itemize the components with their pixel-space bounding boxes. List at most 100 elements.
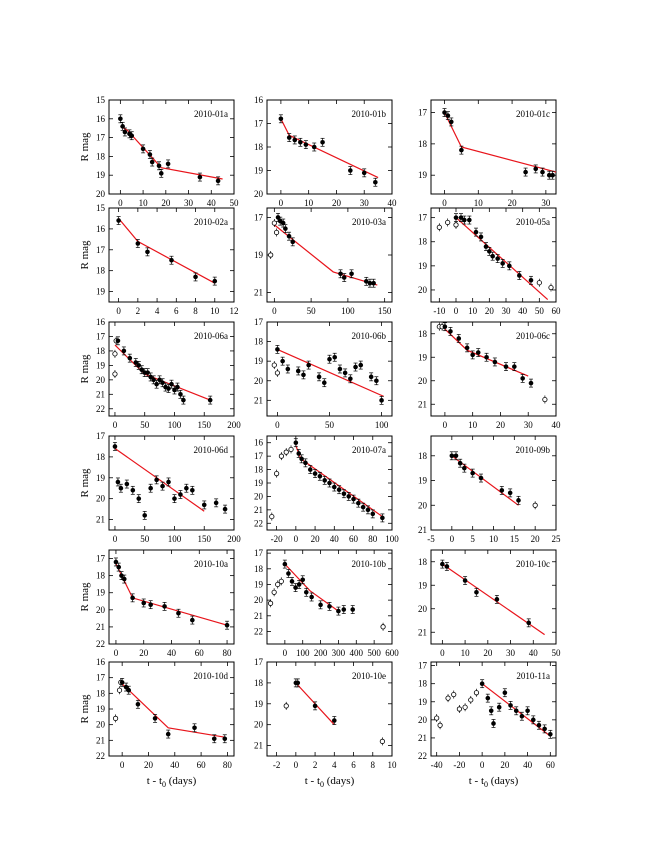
y-tick-label: 19 bbox=[418, 352, 428, 362]
y-tick-label: 21 bbox=[96, 515, 105, 525]
data-point bbox=[289, 579, 295, 584]
x-tick-label: 10 bbox=[210, 306, 220, 316]
x-tick-label: 10 bbox=[461, 648, 471, 658]
x-tick-label: 6 bbox=[174, 306, 179, 316]
panel-title: 2010-01b bbox=[352, 109, 387, 119]
x-tick-label: -20 bbox=[271, 534, 283, 544]
y-tick-label: 17 bbox=[254, 317, 264, 327]
x-tick-label: 30 bbox=[360, 198, 370, 208]
y-tick-label: 22 bbox=[96, 751, 105, 761]
data-point bbox=[127, 355, 133, 361]
x-tick-label: -20 bbox=[453, 760, 465, 770]
data-point bbox=[300, 577, 306, 583]
open-point bbox=[269, 513, 275, 520]
x-tick-label: 8 bbox=[193, 306, 198, 316]
y-tick-label: 20 bbox=[418, 376, 428, 386]
data-point bbox=[492, 359, 498, 365]
x-tick-label: 20 bbox=[500, 760, 510, 770]
data-point bbox=[528, 278, 534, 283]
x-tick-label: 40 bbox=[552, 420, 562, 430]
panel-title: 2010-05a bbox=[516, 217, 550, 227]
data-point bbox=[293, 440, 299, 446]
panel-title: 2010-01c bbox=[516, 109, 550, 119]
panel-title: 2010-10a bbox=[194, 559, 228, 569]
y-tick-label: 17 bbox=[418, 661, 428, 671]
fit-line bbox=[274, 224, 378, 286]
x-tick-label: 100 bbox=[296, 648, 310, 658]
data-point bbox=[353, 364, 358, 370]
data-point bbox=[154, 381, 159, 387]
data-point bbox=[115, 338, 121, 344]
y-tick-label: 21 bbox=[96, 389, 105, 399]
panel-title: 2010-09b bbox=[516, 445, 551, 455]
data-point bbox=[160, 483, 165, 489]
fit-line bbox=[455, 217, 549, 301]
data-point bbox=[120, 124, 125, 129]
x-tick-label: 0 bbox=[294, 760, 299, 770]
x-tick-label: 0 bbox=[480, 760, 485, 770]
panel-frame bbox=[108, 321, 235, 417]
y-tick-label: 18 bbox=[96, 266, 106, 276]
data-point bbox=[295, 680, 301, 686]
data-point bbox=[490, 253, 495, 259]
data-point bbox=[336, 608, 341, 614]
x-tick-label: 80 bbox=[223, 760, 233, 770]
data-point bbox=[190, 617, 195, 623]
y-tick-label: 16 bbox=[254, 95, 264, 105]
data-point bbox=[147, 152, 153, 157]
open-point bbox=[548, 284, 554, 291]
data-point bbox=[484, 354, 489, 360]
open-point bbox=[473, 690, 480, 696]
x-tick-label: 600 bbox=[385, 648, 399, 658]
x-tick-label: 50 bbox=[552, 648, 562, 658]
y-tick-label: 20 bbox=[418, 285, 428, 295]
data-point bbox=[464, 345, 470, 351]
y-axis-label: R mag bbox=[79, 132, 91, 162]
y-tick-label: 16 bbox=[96, 114, 106, 124]
x-tick-label: 30 bbox=[184, 198, 194, 208]
open-point bbox=[451, 691, 457, 698]
data-point bbox=[475, 350, 481, 355]
x-tick-label: 50 bbox=[230, 198, 240, 208]
x-tick-label: 200 bbox=[227, 534, 241, 544]
panel-2010-10a: 0 20 40 60 80 17 18 19 20 21 22 2010-10a bbox=[96, 549, 235, 658]
data-point bbox=[467, 217, 472, 223]
fit-line bbox=[284, 563, 339, 612]
y-tick-label: 17 bbox=[254, 451, 264, 461]
fit-line bbox=[114, 448, 205, 512]
data-point bbox=[193, 274, 198, 280]
y-tick-label: 18 bbox=[418, 329, 428, 339]
data-point bbox=[550, 172, 555, 178]
x-tick-label: 0 bbox=[114, 648, 119, 658]
y-tick-label: 20 bbox=[254, 595, 264, 605]
y-tick-label: 20 bbox=[254, 491, 264, 501]
open-point bbox=[468, 697, 474, 703]
data-point bbox=[165, 731, 171, 737]
x-tick-label: 30 bbox=[524, 420, 534, 430]
y-tick-label: 18 bbox=[254, 465, 264, 475]
x-axis-label-units: (days) bbox=[324, 775, 355, 787]
x-tick-label: 400 bbox=[350, 648, 364, 658]
data-point bbox=[519, 713, 525, 719]
panel-title: 2010-06a bbox=[194, 331, 228, 341]
y-tick-label: 18 bbox=[418, 679, 428, 689]
data-point bbox=[499, 488, 505, 493]
y-tick-label: 16 bbox=[96, 317, 106, 327]
data-point bbox=[485, 695, 491, 701]
data-point bbox=[126, 687, 132, 693]
data-point bbox=[112, 444, 118, 449]
y-tick-label: 17 bbox=[254, 548, 264, 558]
data-point bbox=[337, 366, 343, 372]
data-point bbox=[224, 622, 230, 628]
y-tick-label: 17 bbox=[254, 212, 264, 222]
data-point bbox=[358, 362, 364, 368]
data-point bbox=[215, 178, 221, 184]
data-point bbox=[141, 600, 147, 606]
fit-line bbox=[121, 683, 225, 738]
fit-line bbox=[118, 218, 216, 284]
panel-frame bbox=[108, 99, 235, 195]
y-tick-label: 21 bbox=[254, 741, 263, 751]
y-tick-label: 17 bbox=[96, 245, 106, 255]
y-tick-label: 17 bbox=[96, 133, 106, 143]
